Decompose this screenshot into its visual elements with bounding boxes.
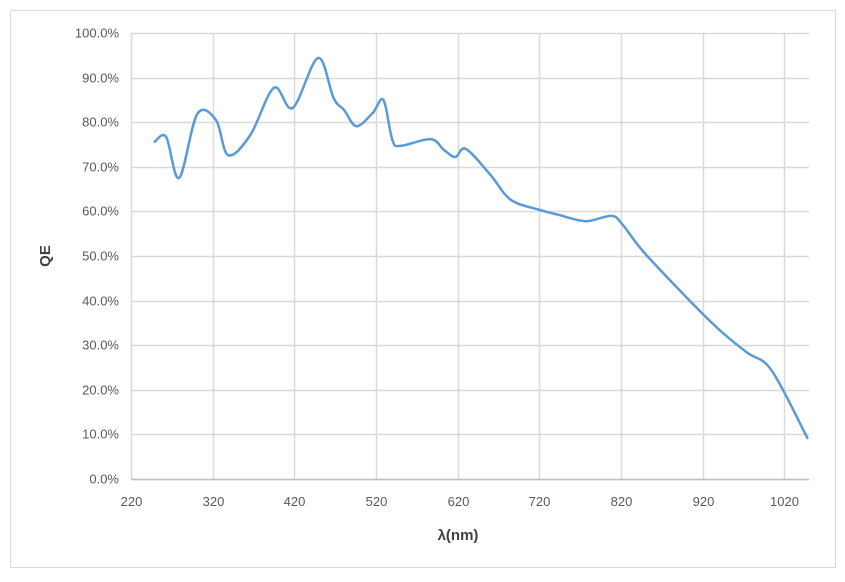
y-tick-label: 30.0% <box>82 338 119 353</box>
x-axis-label: λ(nm) <box>438 527 479 544</box>
x-tick-label: 720 <box>529 494 551 509</box>
x-tick-label: 1020 <box>770 494 799 509</box>
y-tick-label: 60.0% <box>82 204 119 219</box>
y-tick-label: 90.0% <box>82 71 119 86</box>
x-tick-label: 420 <box>284 494 306 509</box>
x-tick-label: 620 <box>448 494 470 509</box>
y-tick-label: 100.0% <box>75 26 120 41</box>
x-tick-label: 320 <box>203 494 225 509</box>
y-tick-label: 80.0% <box>82 115 119 130</box>
y-tick-label: 40.0% <box>82 294 119 309</box>
x-tick-label: 520 <box>366 494 388 509</box>
x-tick-label: 820 <box>611 494 633 509</box>
y-tick-label: 70.0% <box>82 160 119 175</box>
x-tick-label: 920 <box>693 494 715 509</box>
y-tick-label: 50.0% <box>82 249 119 264</box>
y-tick-label: 10.0% <box>82 427 119 442</box>
chart-frame <box>10 10 836 568</box>
series-line <box>153 56 809 440</box>
y-axis-label: QE <box>37 245 54 267</box>
y-tick-label: 0.0% <box>89 472 119 487</box>
y-tick-label: 20.0% <box>82 383 119 398</box>
x-tick-label: 220 <box>121 494 143 509</box>
